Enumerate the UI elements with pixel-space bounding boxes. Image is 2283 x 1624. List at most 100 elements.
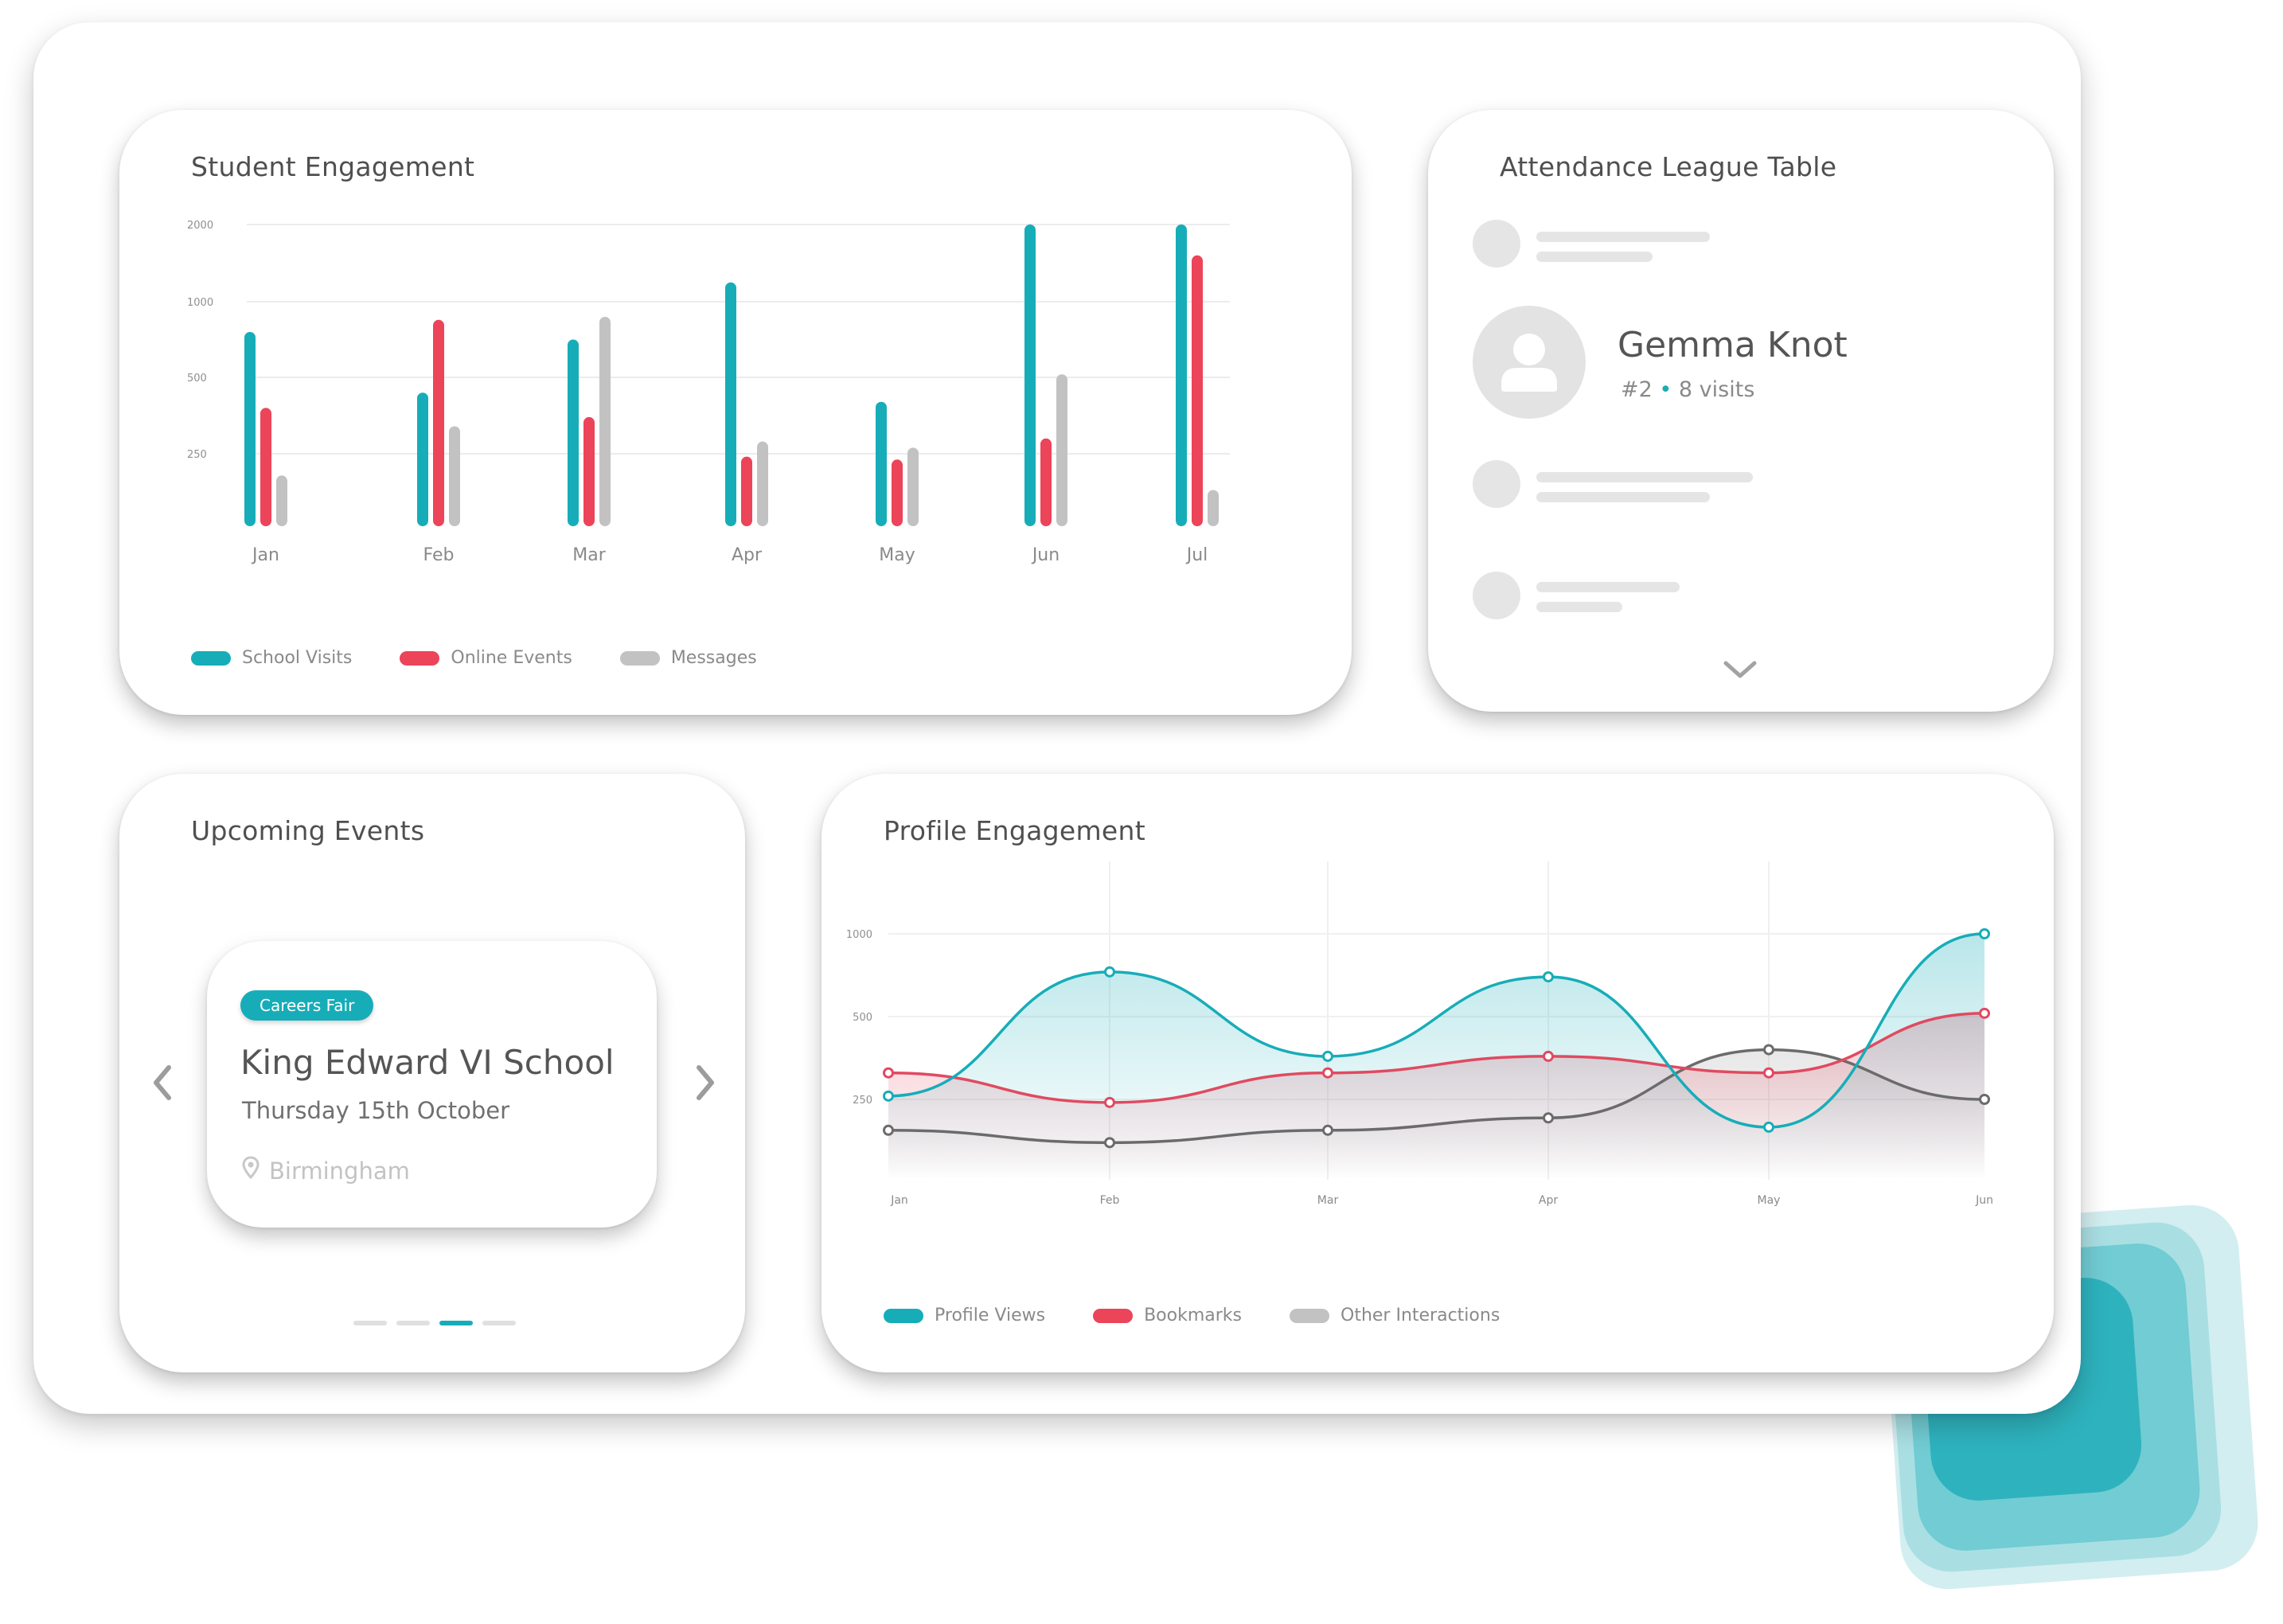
- point-other-interactions: [1763, 1044, 1774, 1056]
- line-other-interactions: [888, 1048, 1985, 1145]
- user-avatar-icon[interactable]: [1473, 306, 1586, 419]
- y-tick-label: 2000: [187, 220, 213, 232]
- bar-online-events: [583, 416, 595, 526]
- map-pin-icon: [242, 1156, 260, 1185]
- legend-swatch: [619, 650, 660, 666]
- legend-label: Profile Views: [935, 1306, 1046, 1325]
- chevron-right-icon[interactable]: [694, 1064, 718, 1104]
- bar-messages: [757, 441, 768, 526]
- point-other-interactions: [1322, 1124, 1333, 1136]
- legend-label: Bookmarks: [1144, 1306, 1242, 1325]
- legend-label: Messages: [670, 648, 757, 668]
- x-tick-label: Mar: [572, 545, 606, 565]
- chart-legend: Profile Views Bookmarks Other Interactio…: [884, 1306, 1500, 1325]
- league-placeholder-avatar: [1473, 220, 1520, 267]
- league-placeholder-line: [1536, 602, 1622, 612]
- league-placeholder-line: [1536, 472, 1753, 482]
- bar-school-visits: [244, 332, 256, 526]
- carousel-dot-2[interactable]: [396, 1321, 430, 1325]
- separator-dot: •: [1659, 377, 1679, 402]
- event-school-name: King Edward VI School: [240, 1043, 615, 1082]
- x-tick-label: Feb: [1100, 1194, 1120, 1207]
- line-bookmarks: [888, 1012, 1985, 1104]
- league-placeholder-line: [1536, 252, 1653, 262]
- y-tick-label: 500: [187, 373, 207, 385]
- chevron-left-icon[interactable]: [150, 1064, 174, 1104]
- card-title: Attendance League Table: [1500, 151, 1837, 182]
- legend-item-online-events[interactable]: Online Events: [400, 648, 572, 668]
- legend-label: Online Events: [451, 648, 572, 668]
- league-visits: 8 visits: [1678, 377, 1755, 402]
- x-tick-label: Jun: [1031, 545, 1060, 565]
- legend-swatch: [884, 1308, 923, 1323]
- student-engagement-chart: 2000 1000 500 250 Jan Feb Mar Apr May Jun Jul: [187, 220, 1230, 565]
- bar-school-visits: [725, 282, 736, 526]
- point-bookmarks: [1979, 1007, 1990, 1019]
- x-tick-label: Jul: [1185, 545, 1208, 565]
- point-bookmarks: [883, 1067, 894, 1079]
- x-tick-label: Apr: [732, 545, 763, 565]
- legend-item-other-interactions[interactable]: Other Interactions: [1290, 1306, 1500, 1325]
- bar-messages: [907, 447, 919, 526]
- event-card[interactable]: Careers Fair King Edward VI School Thurs…: [207, 941, 657, 1228]
- bar-school-visits: [876, 401, 887, 526]
- bar-messages: [449, 426, 460, 526]
- dashboard-frame: Student Engagement 2000 1000 500 250 Jan Feb M…: [33, 22, 2081, 1414]
- x-tick-label: May: [1758, 1194, 1781, 1207]
- profile-engagement-card: Profile Engagement 20001000500250JanFebM…: [821, 774, 2054, 1372]
- bar-school-visits: [568, 339, 579, 526]
- x-tick-label: Mar: [1317, 1194, 1339, 1207]
- point-profile-views: [1763, 1121, 1774, 1133]
- point-bookmarks: [1763, 1067, 1774, 1079]
- bar-messages: [276, 475, 287, 526]
- chart-legend: School Visits Online Events Messages: [191, 648, 757, 668]
- point-other-interactions: [1979, 1094, 1990, 1105]
- attendance-league-card: Attendance League Table Gemma Knot #2 • …: [1428, 110, 2054, 712]
- legend-label: School Visits: [242, 648, 353, 668]
- point-bookmarks: [1543, 1050, 1554, 1062]
- legend-swatch: [1093, 1308, 1134, 1323]
- bar-online-events: [433, 319, 444, 526]
- y-tick-label: 1000: [846, 929, 872, 941]
- bar-online-events: [1040, 438, 1052, 526]
- bar-messages: [599, 317, 611, 526]
- legend-item-profile-views[interactable]: Profile Views: [884, 1306, 1045, 1325]
- x-tick-label: Jan: [890, 1194, 908, 1207]
- event-type-badge: Careers Fair: [240, 990, 374, 1021]
- card-title: Upcoming Events: [191, 815, 425, 846]
- league-placeholder-avatar: [1473, 460, 1520, 508]
- point-profile-views: [883, 1090, 894, 1102]
- event-location: Birmingham: [242, 1156, 410, 1185]
- legend-item-bookmarks[interactable]: Bookmarks: [1093, 1306, 1242, 1325]
- bar-online-events: [741, 456, 752, 526]
- legend-swatch: [400, 650, 440, 666]
- point-profile-views: [1104, 966, 1115, 978]
- point-profile-views: [1322, 1050, 1333, 1062]
- carousel-dot-3-active[interactable]: [439, 1321, 473, 1325]
- league-placeholder-line: [1536, 582, 1680, 592]
- chevron-down-icon[interactable]: [1723, 659, 1758, 683]
- legend-item-school-visits[interactable]: School Visits: [191, 648, 352, 668]
- bar-online-events: [892, 459, 903, 526]
- bar-online-events: [260, 408, 271, 526]
- carousel-dot-4[interactable]: [482, 1321, 516, 1325]
- y-tick-label: 500: [853, 1012, 872, 1024]
- card-title: Profile Engagement: [884, 815, 1145, 846]
- point-profile-views: [1979, 928, 1990, 939]
- legend-item-messages[interactable]: Messages: [619, 648, 757, 668]
- point-bookmarks: [1104, 1096, 1115, 1108]
- point-bookmarks: [1322, 1067, 1333, 1079]
- event-location-label: Birmingham: [269, 1157, 410, 1185]
- league-placeholder-line: [1536, 232, 1710, 242]
- x-tick-label: Apr: [1539, 1194, 1558, 1207]
- bar-school-visits: [1024, 224, 1036, 526]
- x-tick-label: Jan: [251, 545, 279, 565]
- league-highlight-name[interactable]: Gemma Knot: [1618, 325, 1848, 365]
- bar-messages: [1056, 374, 1067, 526]
- line-profile-views: [888, 932, 1985, 1129]
- legend-swatch: [1290, 1308, 1329, 1323]
- bar-school-visits: [1176, 224, 1187, 526]
- league-rank: #2: [1621, 377, 1653, 402]
- carousel-dot-1[interactable]: [353, 1321, 387, 1325]
